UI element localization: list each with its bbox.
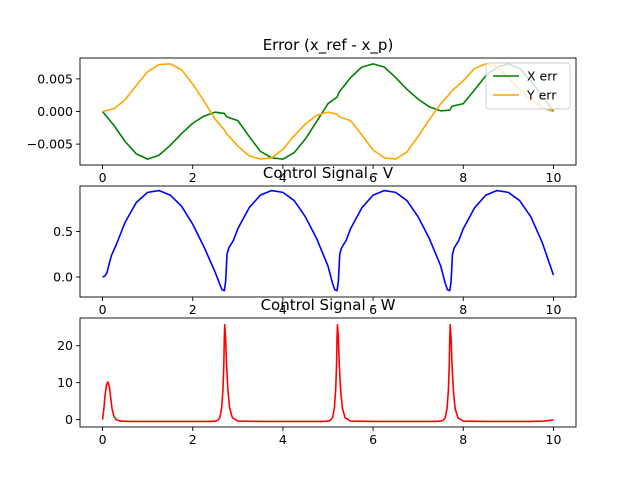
y-tick-label: −0.005 [27,137,73,152]
x-tick-label: 2 [189,432,197,447]
series-line-y-err [102,63,554,160]
x-tick-label: 0 [99,302,107,317]
legend-label: X err [527,69,558,84]
y-tick-label: 0.0 [53,269,73,284]
subplot-1: 0 2 4 6 8 10 −0.005 0.000 0.005 Error (x_ref - x_… [27,36,577,185]
x-tick-label: 0 [99,432,107,447]
x-tick-label: 6 [369,302,377,317]
subplot-title: Error (x_ref - x_p) [263,36,394,55]
y-tick-label: 0.005 [37,71,73,86]
x-tick-label: 10 [546,170,562,185]
x-tick-label: 2 [189,302,197,317]
y-tick-label: 0.000 [37,104,73,119]
x-tick-label: 4 [279,302,287,317]
subplot-title: Control Signal - V [263,164,394,182]
axes-frame [79,317,577,428]
y-tick-label: 0 [65,412,73,427]
x-tick-label: 6 [369,170,377,185]
x-tick-label: 8 [459,302,467,317]
x-tick-label: 8 [459,170,467,185]
subplot-2: 0 2 4 6 8 10 0.0 0.5 Control Signal - V [53,164,577,317]
x-tick-label: 4 [279,432,287,447]
x-tick-label: 6 [369,432,377,447]
legend-box [485,62,571,110]
y-tick-label: 0.5 [53,224,73,239]
legend: X err Y err [485,62,571,110]
y-tick-label: 20 [57,338,73,353]
y-tick-label: 10 [57,375,73,390]
x-tick-label: 10 [546,302,562,317]
x-tick-label: 10 [546,432,562,447]
subplot-title: Control Signal - W [261,296,396,314]
axes-frame [79,185,577,298]
series-line-subplot-2-1 [102,189,555,292]
x-tick-label: 0 [99,170,107,185]
series-line-subplot-3-1 [101,323,554,423]
x-tick-label: 2 [189,170,197,185]
legend-label: Y err [526,88,557,103]
series-line-x-err [101,63,555,160]
x-tick-label: 8 [459,432,467,447]
x-tick-label: 4 [279,170,287,185]
